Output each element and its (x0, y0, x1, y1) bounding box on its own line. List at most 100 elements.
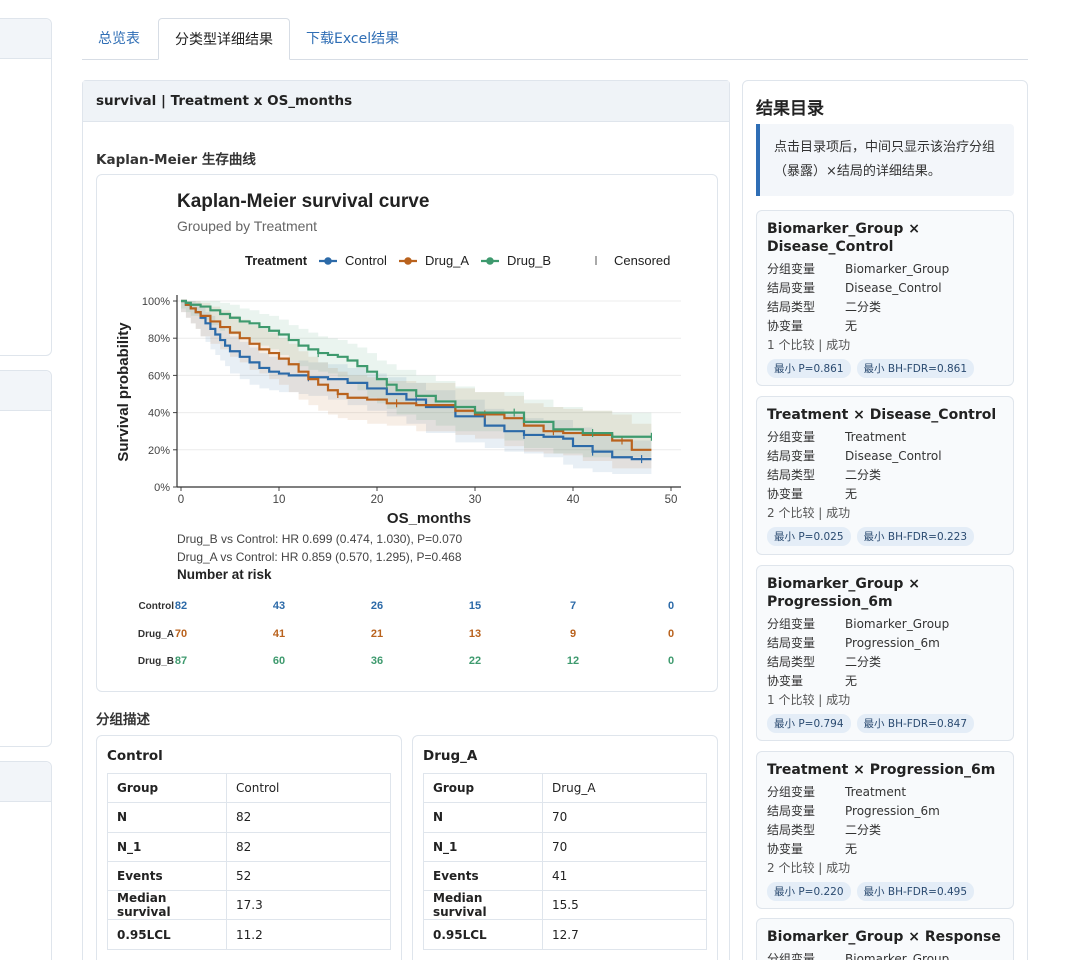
min-fdr-badge: 最小 BH-FDR=0.223 (856, 527, 975, 546)
toc-item-row: 协变量 无 (767, 672, 1003, 691)
toc-item[interactable]: Biomarker_Group × Progression_6m 分组变量 Bio… (756, 565, 1014, 741)
min-fdr-badge: 最小 BH-FDR=0.495 (856, 882, 975, 901)
table-value: 82 (226, 831, 391, 862)
toc-item-row: 分组变量 Treatment (767, 783, 1003, 802)
toc-item[interactable]: Treatment × Disease_Control 分组变量 Treatmen… (756, 396, 1014, 555)
toc-item-badges: 最小 P=0.220 最小 BH-FDR=0.495 (767, 882, 1003, 901)
tab-detailed-results[interactable]: 分类型详细结果 (158, 18, 290, 60)
risk-table-title: Number at risk (177, 567, 272, 582)
toc-item-title: Biomarker_Group × Disease_Control (767, 221, 920, 255)
table-row: 0.95LCL 12.7 (423, 919, 707, 950)
km-line-drug-b (181, 299, 652, 438)
legend-label-drug-a: Drug_A (425, 253, 469, 268)
sidebar-card-2 (0, 370, 52, 747)
toc-item-row: 结局类型 二分类 (767, 466, 1003, 485)
toc-row-value: Progression_6m (845, 636, 940, 650)
toc-item-row: 协变量 无 (767, 840, 1003, 859)
x-tick-label: 40 (567, 494, 580, 506)
toc-item-row: 结局类型 二分类 (767, 298, 1003, 317)
x-tick-label: 0 (178, 494, 184, 506)
risk-row-label: Control (138, 601, 174, 612)
y-tick-label: 100% (142, 296, 170, 308)
table-key: Median survival (423, 890, 543, 921)
toc-note: 点击目录项后，中间只显示该治疗分组（暴露）×结局的详细结果。 (756, 124, 1014, 196)
y-axis-label: Survival probability (115, 322, 132, 462)
toc-item-summary: 1 个比较 | 成功 (767, 693, 851, 707)
toc-item-title: Treatment × Disease_Control (767, 407, 997, 423)
toc-row-label: 结局变量 (767, 804, 816, 818)
toc-item-badges: 最小 P=0.794 最小 BH-FDR=0.847 (767, 714, 1003, 733)
toc-row-value: Biomarker_Group (845, 952, 950, 960)
toc-row-label: 结局变量 (767, 636, 816, 650)
table-value: 52 (226, 860, 391, 892)
risk-count-drug-b: 12 (567, 655, 579, 667)
chart-legend: Treatment Control Drug_A Drug_B Censored (245, 253, 670, 268)
toc-row-value: Treatment (845, 430, 907, 444)
toc-title: 结果目录 (756, 99, 824, 119)
risk-row-label: Drug_A (138, 629, 174, 640)
toc-item-title: Biomarker_Group × Progression_6m (767, 576, 920, 610)
toc-item-title: Biomarker_Group × Response (767, 929, 1001, 945)
toc-row-value: Biomarker_Group (845, 262, 950, 276)
toc-row-label: 协变量 (767, 319, 804, 333)
toc-row-value: 无 (845, 674, 858, 688)
sidebar-card-header[interactable] (0, 371, 51, 411)
legend-label-censored: Censored (614, 253, 670, 268)
toc-row-value: 无 (845, 842, 858, 856)
risk-count-drug-b: 36 (371, 655, 383, 667)
legend-marker-control (324, 257, 332, 265)
toc-row-value: Progression_6m (845, 804, 940, 818)
table-row: N_1 70 (423, 831, 707, 862)
km-section-title: Kaplan-Meier 生存曲线 (96, 152, 256, 168)
toc-item-row: 结局变量 Progression_6m (767, 634, 1003, 653)
toc-row-value: 二分类 (845, 655, 882, 669)
toc-row-value: 无 (845, 487, 858, 501)
y-tick-label: 20% (148, 445, 170, 457)
risk-count-drug-b: 0 (668, 655, 674, 667)
risk-count-drug-a: 13 (469, 628, 481, 640)
table-row: Events 41 (423, 860, 707, 892)
legend-marker-drug-a (404, 257, 412, 265)
group-card-title: Drug_A (423, 748, 478, 764)
sidebar-card-3 (0, 761, 52, 960)
risk-count-drug-a: 0 (668, 628, 674, 640)
table-value: Control (226, 772, 391, 804)
toc-row-value: 无 (845, 319, 858, 333)
table-key: N_1 (423, 831, 543, 862)
toc-row-value: Disease_Control (845, 449, 942, 463)
table-value: 11.2 (226, 919, 391, 950)
risk-row-label: Drug_B (138, 656, 174, 667)
y-tick-label: 80% (148, 333, 170, 345)
legend-label-control: Control (345, 253, 387, 268)
tab-overview[interactable]: 总览表 (98, 31, 140, 47)
toc-item-row: 结局变量 Progression_6m (767, 802, 1003, 821)
table-key: Events (423, 860, 543, 892)
table-key: Group (423, 772, 543, 804)
risk-count-drug-a: 41 (273, 628, 285, 640)
chart-subtitle: Grouped by Treatment (177, 218, 317, 234)
toc-row-label: 结局变量 (767, 449, 816, 463)
toc-item-badges: 最小 P=0.025 最小 BH-FDR=0.223 (767, 527, 1003, 546)
toc-item[interactable]: Biomarker_Group × Disease_Control 分组变量 Bi… (756, 210, 1014, 386)
sidebar-card-header[interactable] (0, 19, 51, 59)
table-row: Median survival 17.3 (107, 890, 391, 921)
toc-item[interactable]: Biomarker_Group × Response 分组变量 Biomarker… (756, 918, 1014, 960)
toc-item[interactable]: Treatment × Progression_6m 分组变量 Treatment… (756, 751, 1014, 909)
table-key: N_1 (107, 831, 227, 862)
ci-band-control (181, 301, 652, 474)
tab-download-excel[interactable]: 下载Excel结果 (306, 31, 400, 47)
sidebar-card-header[interactable] (0, 762, 51, 802)
table-row: N 70 (423, 802, 707, 833)
toc-row-value: Treatment (845, 785, 907, 799)
toc-row-label: 结局类型 (767, 300, 816, 314)
table-key: Events (107, 860, 227, 892)
chart-title: Kaplan-Meier survival curve (177, 191, 429, 212)
table-key: N (107, 802, 227, 833)
result-panel-header: survival | Treatment x OS_months (83, 81, 729, 122)
toc-row-label: 协变量 (767, 842, 804, 856)
toc-item-row: 分组变量 Biomarker_Group (767, 260, 1003, 279)
risk-count-control: 26 (371, 600, 383, 612)
table-value: 17.3 (226, 890, 391, 921)
group-stats-table: Group Drug_A N 70 N_1 70 Events 41 Median su… (423, 772, 707, 950)
hr-annotation-2: Drug_A vs Control: HR 0.859 (0.570, 1.29… (177, 550, 462, 564)
